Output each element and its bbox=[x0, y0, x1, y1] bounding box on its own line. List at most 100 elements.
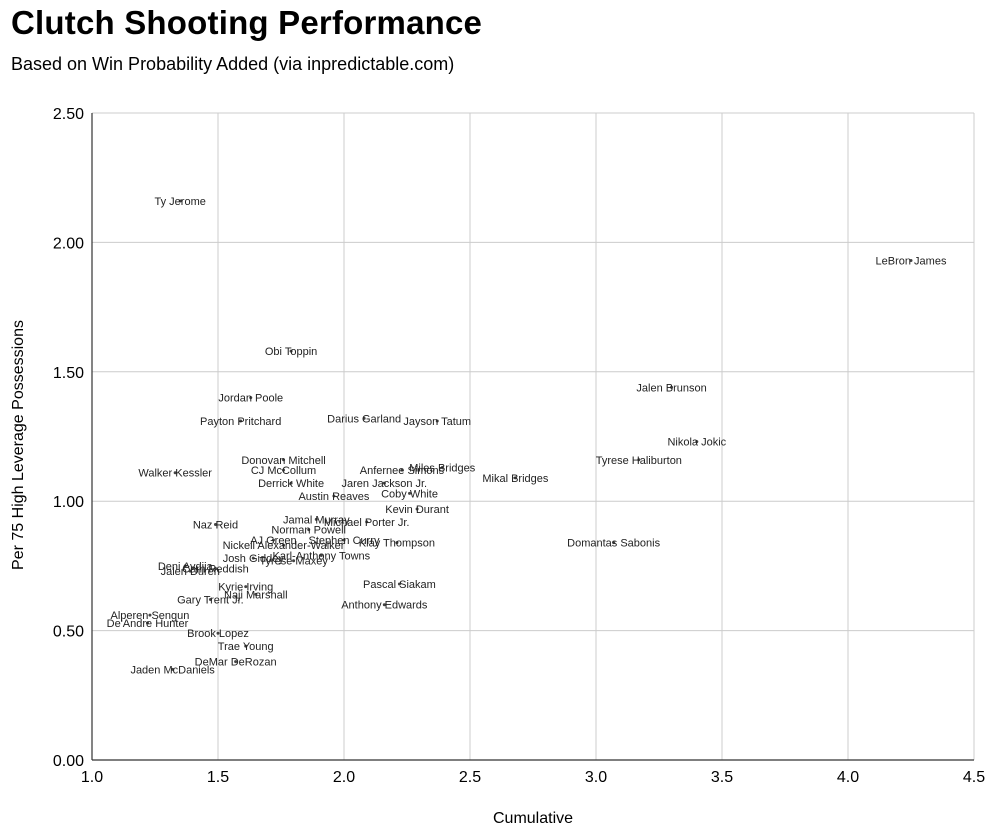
data-point: Anthony Edwards bbox=[341, 600, 428, 612]
point-marker bbox=[612, 541, 616, 545]
data-point: Nikola Jokic bbox=[667, 437, 726, 449]
point-marker bbox=[365, 520, 369, 524]
point-marker bbox=[188, 569, 192, 573]
point-label: Walker Kessler bbox=[138, 468, 212, 480]
point-marker bbox=[254, 592, 258, 596]
point-label: Klay Thompson bbox=[359, 538, 435, 550]
point-marker bbox=[208, 598, 212, 602]
data-point: Anfernee Simons bbox=[360, 465, 445, 477]
data-point: Nickeil Alexander-Walker bbox=[223, 540, 345, 552]
y-tick-label: 2.50 bbox=[53, 106, 84, 123]
data-point: Trae Young bbox=[218, 641, 274, 653]
data-point: Jamal Murray bbox=[283, 514, 350, 526]
point-marker bbox=[332, 494, 336, 498]
point-label: Jalen Brunson bbox=[636, 382, 706, 394]
point-marker bbox=[145, 621, 149, 625]
point-marker bbox=[244, 585, 248, 589]
point-label: Stephen Curry bbox=[309, 535, 380, 547]
data-point: Jalen Brunson bbox=[636, 382, 706, 394]
point-marker bbox=[171, 667, 175, 671]
data-point: Naji Marshall bbox=[224, 589, 288, 601]
point-label: Anfernee Simons bbox=[360, 465, 445, 477]
data-point: Michael Porter Jr. bbox=[324, 517, 410, 529]
data-point: Donovan Mitchell bbox=[241, 455, 325, 467]
point-label: Jamal Murray bbox=[283, 514, 350, 526]
point-label: Josh Giddey bbox=[223, 553, 285, 565]
y-tick-label: 0.00 bbox=[53, 753, 84, 770]
data-point: Darius Garland bbox=[327, 413, 401, 425]
point-marker bbox=[183, 564, 187, 568]
data-point: De'Andre Hunter bbox=[107, 618, 189, 630]
point-marker bbox=[282, 468, 286, 472]
point-marker bbox=[251, 556, 255, 560]
point-marker bbox=[382, 481, 386, 485]
point-label: Austin Reaves bbox=[298, 491, 369, 503]
point-marker bbox=[234, 660, 238, 664]
point-label: Deni Avdija bbox=[158, 561, 214, 573]
point-label: Obi Toppin bbox=[265, 346, 317, 358]
point-marker bbox=[271, 538, 275, 542]
x-tick-label: 1.5 bbox=[207, 769, 229, 786]
point-label: Ty Jerome bbox=[155, 196, 206, 208]
x-axis-label: Cumulative bbox=[493, 810, 573, 827]
data-point: Brook Lopez bbox=[187, 628, 249, 640]
data-point: Jalen Duren bbox=[161, 566, 220, 578]
data-point: LeBron James bbox=[876, 256, 947, 268]
data-point: Obi Toppin bbox=[265, 346, 317, 358]
point-marker bbox=[408, 491, 412, 495]
data-point: Jayson Tatum bbox=[403, 416, 471, 428]
point-label: CJ McCollum bbox=[251, 465, 316, 477]
data-point: Miles Bridges bbox=[409, 463, 476, 475]
data-point: Gary Trent Jr. bbox=[177, 595, 244, 607]
data-point: Karl-Anthony Towns bbox=[273, 551, 371, 563]
point-marker bbox=[282, 543, 286, 547]
point-marker bbox=[292, 559, 296, 563]
point-marker bbox=[909, 259, 913, 263]
x-tick-label: 2.5 bbox=[459, 769, 481, 786]
point-label: Tyrese Haliburton bbox=[596, 455, 682, 467]
point-marker bbox=[213, 566, 217, 570]
point-label: Kyrie Irving bbox=[218, 582, 273, 594]
data-point: AJ Green bbox=[250, 535, 296, 547]
data-point: Jaden McDaniels bbox=[130, 664, 215, 676]
point-label: Miles Bridges bbox=[409, 463, 476, 475]
axes bbox=[91, 113, 974, 761]
point-label: Jordan Poole bbox=[218, 393, 283, 405]
data-point: Jordan Poole bbox=[218, 393, 283, 405]
point-label: Nikola Jokic bbox=[667, 437, 726, 449]
point-label: Coby White bbox=[381, 488, 438, 500]
data-point: Tyrese Haliburton bbox=[596, 455, 682, 467]
x-tick-label: 4.5 bbox=[963, 769, 985, 786]
point-label: Kevin Durant bbox=[385, 504, 449, 516]
point-label: Jalen Duren bbox=[161, 566, 220, 578]
point-label: Jaden McDaniels bbox=[130, 664, 215, 676]
point-marker bbox=[148, 613, 152, 617]
point-marker bbox=[178, 199, 182, 203]
data-point: Stephen Curry bbox=[309, 535, 380, 547]
point-marker bbox=[213, 522, 217, 526]
point-label: Tyrese Maxey bbox=[259, 556, 328, 568]
data-point: Norman Powell bbox=[271, 525, 346, 537]
data-point: Deni Avdija bbox=[158, 561, 214, 573]
data-point: Austin Reaves bbox=[298, 491, 369, 503]
point-marker bbox=[382, 603, 386, 607]
point-label: Michael Porter Jr. bbox=[324, 517, 410, 529]
point-label: Gary Trent Jr. bbox=[177, 595, 244, 607]
point-label: De'Andre Hunter bbox=[107, 618, 189, 630]
data-point: Walker Kessler bbox=[138, 468, 212, 480]
point-label: Jaren Jackson Jr. bbox=[342, 478, 428, 490]
point-label: Karl-Anthony Towns bbox=[273, 551, 371, 563]
x-tick-label: 3.0 bbox=[585, 769, 607, 786]
data-point: DeMar DeRozan bbox=[195, 657, 277, 669]
point-marker bbox=[435, 419, 439, 423]
point-label: Derrick White bbox=[258, 478, 324, 490]
data-point: Jaren Jackson Jr. bbox=[342, 478, 428, 490]
data-point: Alperen Sengun bbox=[111, 610, 190, 622]
x-tick-label: 1.0 bbox=[81, 769, 103, 786]
x-tick-label: 2.0 bbox=[333, 769, 355, 786]
point-label: Domantas Sabonis bbox=[567, 538, 660, 550]
point-marker bbox=[173, 471, 177, 475]
point-label: Norman Powell bbox=[271, 525, 346, 537]
point-label: AJ Green bbox=[250, 535, 296, 547]
x-tick-label: 3.5 bbox=[711, 769, 733, 786]
